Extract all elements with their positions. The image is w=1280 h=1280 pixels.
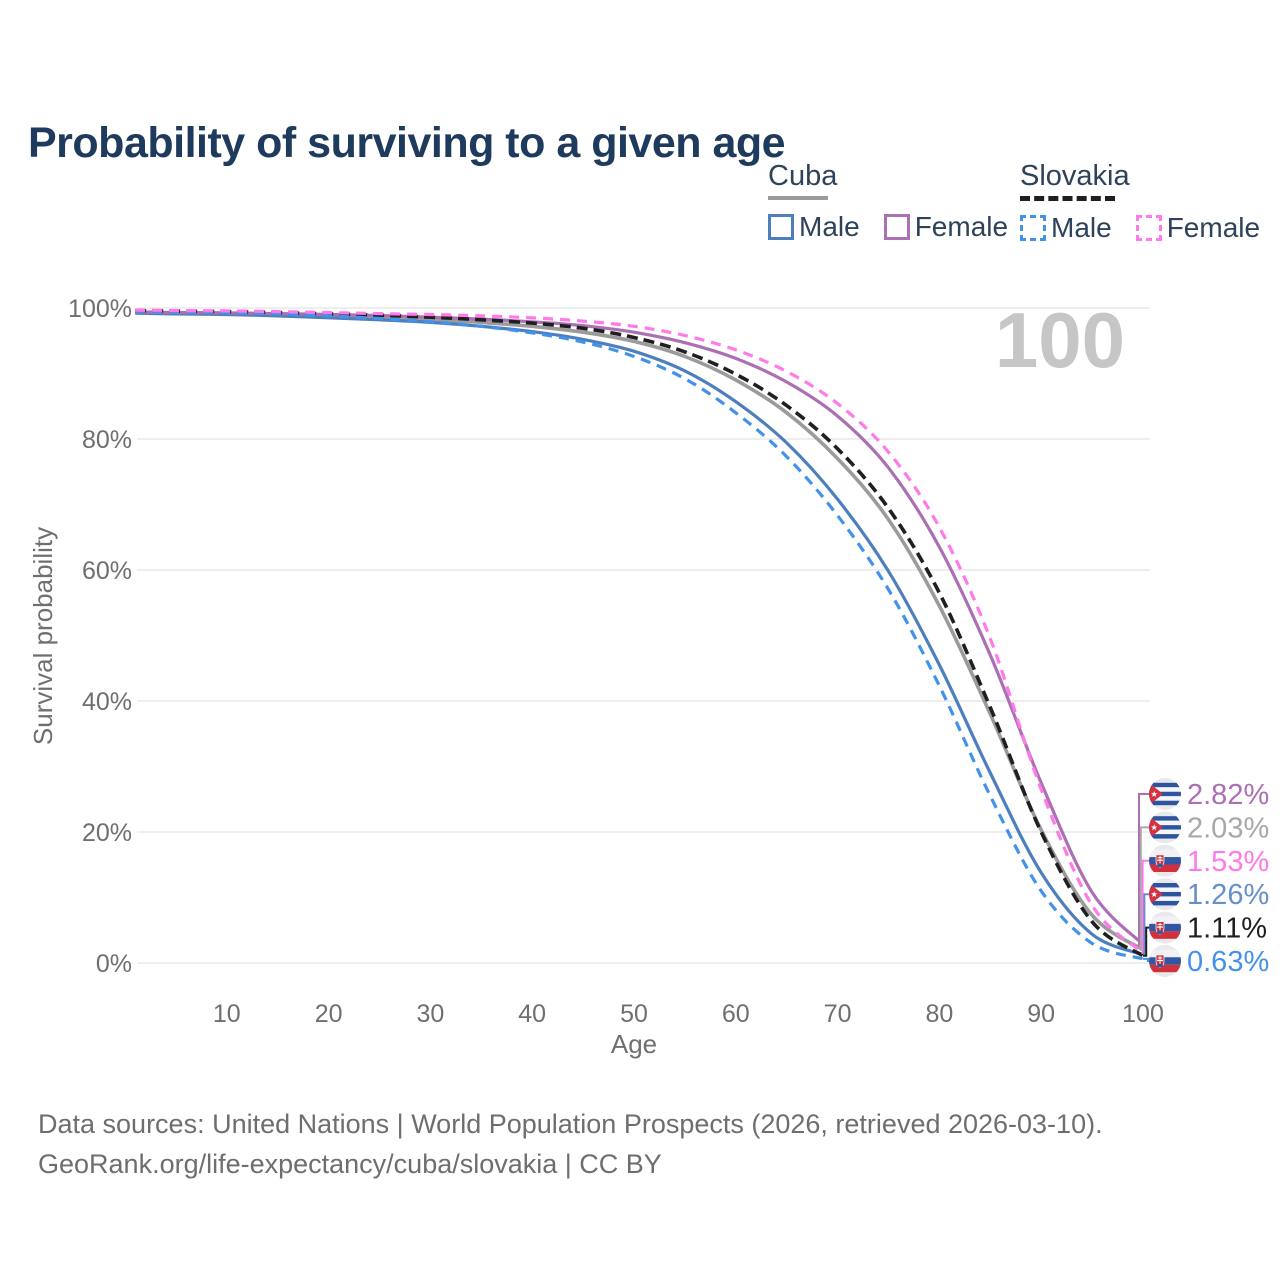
axis-labels: 0% 20% 40% 60% 80% 100% 10 20 30 40 50 60 70 80 90 100 A… bbox=[28, 295, 1164, 1059]
y-tick-label: 100% bbox=[68, 295, 132, 323]
slovakia-flag-icon bbox=[1149, 912, 1181, 944]
y-tick-label: 40% bbox=[82, 688, 132, 716]
slovakia-male-swatch-icon bbox=[1020, 215, 1046, 241]
end-value-label: 1.53% bbox=[1187, 846, 1269, 878]
legend-label-cuba-male: Male bbox=[799, 211, 860, 242]
legend-label-slovakia-male: Male bbox=[1051, 212, 1112, 243]
x-tick-label: 10 bbox=[213, 1000, 241, 1028]
legend-group-slovakia: Slovakia Male Female bbox=[1020, 160, 1260, 244]
license-line: GeoRank.org/life-expectancy/cuba/slovaki… bbox=[38, 1149, 662, 1179]
watermark-layer: 100 bbox=[995, 296, 1125, 384]
x-tick-label: 30 bbox=[416, 1000, 444, 1028]
legend-label-cuba-female: Female bbox=[914, 211, 1009, 242]
gridlines bbox=[137, 307, 1150, 964]
y-tick-label: 60% bbox=[82, 557, 132, 585]
curve-slovakia-female bbox=[135, 308, 1145, 955]
x-tick-label: 80 bbox=[925, 1000, 953, 1028]
x-tick-label: 100 bbox=[1122, 1000, 1164, 1028]
curve-cuba-male bbox=[135, 311, 1144, 957]
legend-slovakia-line-sample bbox=[1020, 196, 1115, 201]
source-attribution: Data sources: United Nations | World Pop… bbox=[38, 1104, 1103, 1184]
legend-item-slovakia-female: Female bbox=[1135, 212, 1261, 244]
x-tick-label: 50 bbox=[620, 1000, 648, 1028]
end-value-label: 2.82% bbox=[1187, 779, 1269, 811]
cuba-female-swatch-icon bbox=[883, 214, 910, 240]
x-tick-label: 60 bbox=[722, 1000, 750, 1028]
cuba-flag-icon bbox=[1149, 778, 1181, 810]
legend-group-cuba: Cuba Male Female bbox=[768, 160, 1008, 243]
survival-curves bbox=[135, 308, 1145, 961]
x-tick-label: 20 bbox=[315, 1000, 343, 1028]
cuba-male-swatch-icon bbox=[768, 214, 794, 240]
legend-cuba-line-sample bbox=[768, 196, 828, 200]
data-sources-line: Data sources: United Nations | World Pop… bbox=[38, 1109, 1103, 1139]
slovakia-female-swatch-icon bbox=[1135, 215, 1162, 241]
curve-cuba-female bbox=[135, 310, 1145, 946]
leader-line bbox=[1141, 859, 1150, 954]
end-value-label: 2.03% bbox=[1187, 812, 1269, 844]
age-watermark: 100 bbox=[995, 296, 1125, 384]
x-tick-label: 70 bbox=[824, 1000, 852, 1028]
leader-line bbox=[1143, 926, 1150, 957]
cuba-flag-icon bbox=[1149, 811, 1181, 843]
x-tick-label: 90 bbox=[1027, 1000, 1055, 1028]
page-title: Probability of surviving to a given age bbox=[28, 118, 786, 167]
curve-slovakia-total bbox=[135, 308, 1144, 958]
leader-line bbox=[1143, 957, 1150, 962]
legend-cuba-title: Cuba bbox=[768, 160, 838, 192]
y-axis-title: Survival probability bbox=[28, 527, 58, 745]
end-value-labels: 2.82%2.03%1.53%1.26%1.11%0.63% bbox=[1138, 778, 1269, 978]
y-tick-label: 80% bbox=[82, 426, 132, 454]
curve-cuba-total bbox=[135, 310, 1145, 952]
x-axis-title: Age bbox=[611, 1029, 657, 1059]
legend-item-cuba-female: Female bbox=[883, 211, 1009, 243]
cuba-flag-icon bbox=[1149, 878, 1181, 910]
legend-item-cuba-male: Male bbox=[768, 211, 860, 243]
end-value-label: 1.26% bbox=[1187, 879, 1269, 911]
x-tick-label: 40 bbox=[518, 1000, 546, 1028]
slovakia-flag-icon bbox=[1149, 945, 1181, 977]
curve-slovakia-male bbox=[135, 309, 1144, 961]
legend-item-slovakia-male: Male bbox=[1020, 212, 1112, 244]
legend-label-slovakia-female: Female bbox=[1166, 212, 1261, 243]
y-tick-label: 20% bbox=[82, 819, 132, 847]
end-value-label: 1.11% bbox=[1187, 913, 1267, 945]
slovakia-flag-icon bbox=[1149, 845, 1181, 877]
end-value-label: 0.63% bbox=[1187, 946, 1269, 978]
legend-slovakia-title: Slovakia bbox=[1020, 160, 1130, 192]
y-tick-label: 0% bbox=[96, 950, 132, 978]
